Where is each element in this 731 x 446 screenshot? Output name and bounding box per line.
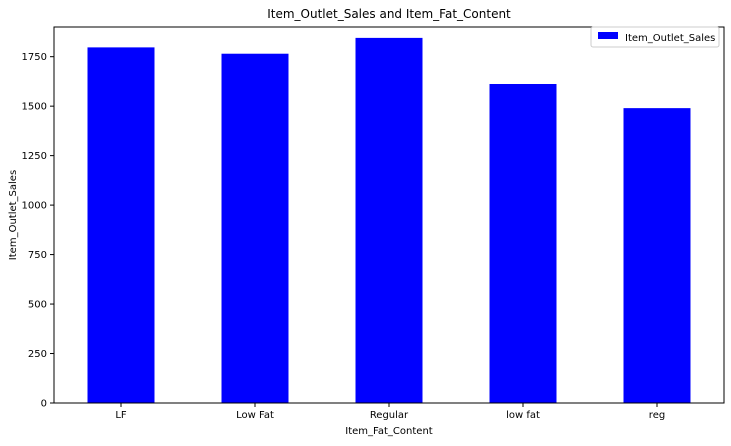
y-ticks: 0 250 500 750 1000 1250 1500 1750	[22, 52, 54, 410]
bar-low-fat	[489, 83, 557, 403]
y-tick-label: 1750	[22, 52, 47, 63]
plot-frame	[53, 26, 725, 404]
y-tick-label: 500	[28, 300, 47, 311]
x-tick-label: Low Fat	[236, 410, 274, 421]
bar-lf	[87, 47, 155, 404]
y-tick-label: 0	[41, 399, 47, 410]
x-ticks: LF Low Fat Regular low fat reg	[115, 403, 665, 421]
y-axis-label: Item_Outlet_Sales	[8, 170, 19, 260]
y-tick-label: 750	[28, 250, 47, 261]
bar-low-fat	[221, 53, 289, 403]
bar-regular	[355, 37, 423, 403]
y-tick-label: 1000	[22, 201, 47, 212]
bar-reg	[623, 108, 691, 403]
legend-box	[590, 26, 720, 48]
bars-layer	[87, 37, 691, 404]
y-tick-label: 1500	[22, 102, 47, 113]
x-tick-label: reg	[649, 410, 665, 421]
x-tick-label: low fat	[506, 410, 540, 421]
legend-swatch	[598, 32, 618, 39]
x-axis-label: Item_Fat_Content	[345, 426, 432, 437]
y-tick-label: 1250	[22, 151, 47, 162]
legend-label: Item_Outlet_Sales	[625, 33, 715, 44]
legend: Item_Outlet_Sales	[590, 26, 720, 48]
y-tick-label: 250	[28, 349, 47, 360]
chart-title: Item_Outlet_Sales and Item_Fat_Content	[267, 7, 511, 21]
x-tick-label: LF	[115, 410, 127, 421]
x-tick-label: Regular	[370, 410, 409, 421]
